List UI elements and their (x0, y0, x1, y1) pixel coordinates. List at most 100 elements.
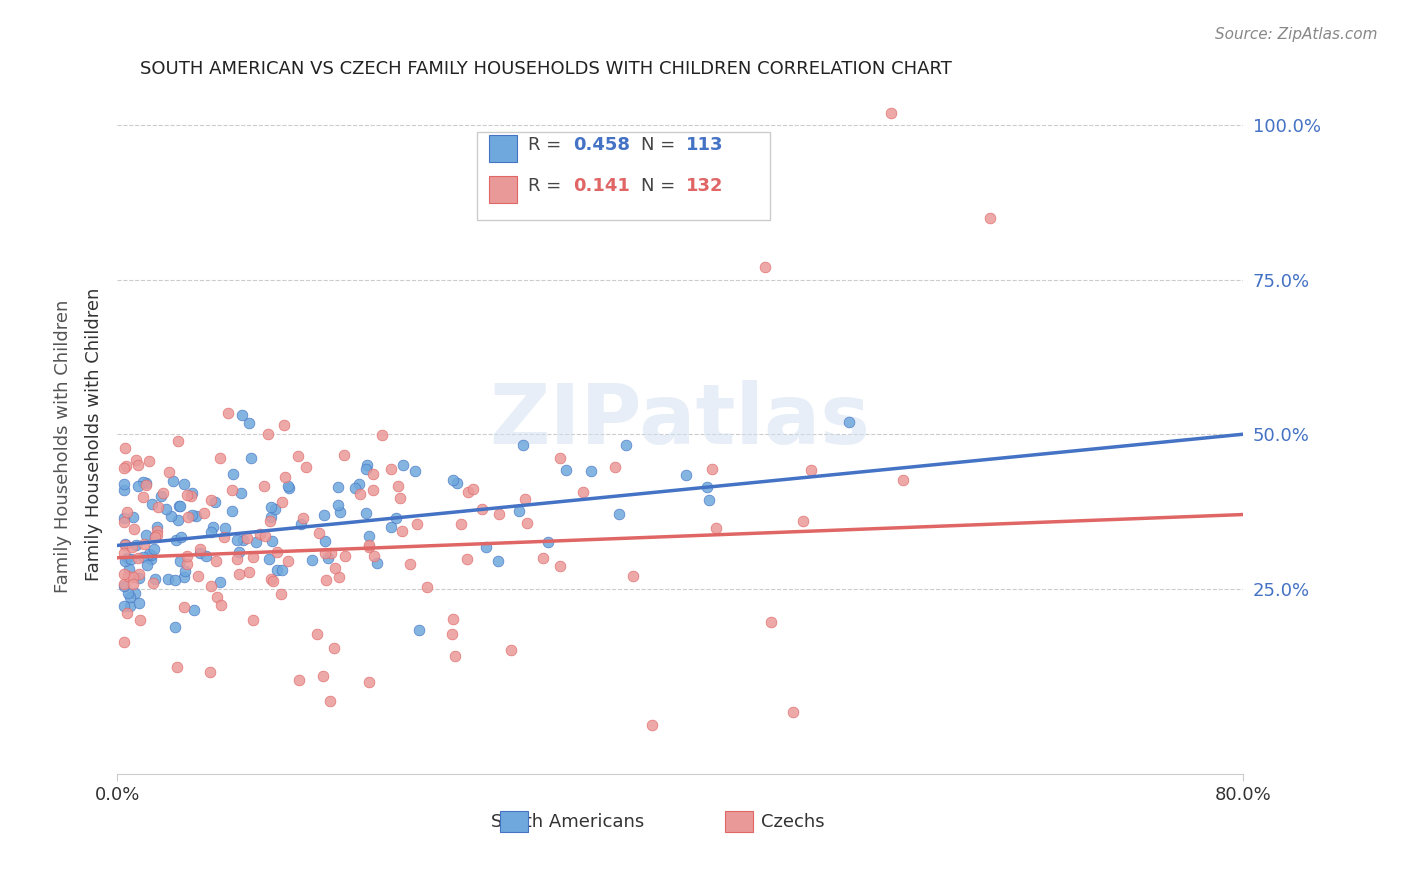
South Americans (181, 485, 204, 500)
South Americans (554, 463, 576, 477)
Czechs (359, 541, 381, 555)
South Americans (131, 475, 153, 490)
Czechs (146, 528, 169, 542)
South Americans (167, 499, 190, 513)
Czechs (209, 598, 232, 612)
Czechs (572, 485, 595, 500)
Czechs (288, 673, 311, 687)
South Americans (316, 551, 339, 566)
Czechs (319, 694, 342, 708)
Czechs (176, 557, 198, 571)
South Americans (195, 549, 218, 564)
Czechs (121, 577, 143, 591)
South Americans (167, 513, 190, 527)
Text: 113: 113 (686, 136, 723, 154)
Czechs (166, 660, 188, 674)
Czechs (121, 569, 143, 583)
Czechs (176, 488, 198, 502)
South Americans (170, 530, 193, 544)
Czechs (361, 467, 384, 481)
Text: 0.141: 0.141 (574, 178, 630, 195)
South Americans (143, 541, 166, 556)
South Americans (186, 508, 208, 523)
Czechs (277, 554, 299, 568)
Text: SOUTH AMERICAN VS CZECH FAMILY HOUSEHOLDS WITH CHILDREN CORRELATION CHART: SOUTH AMERICAN VS CZECH FAMILY HOUSEHOLD… (139, 60, 952, 78)
Czechs (198, 665, 221, 680)
South Americans (146, 519, 169, 533)
Czechs (262, 574, 284, 589)
South Americans (486, 554, 509, 568)
South Americans (441, 474, 464, 488)
South Americans (120, 590, 142, 604)
South Americans (120, 599, 142, 614)
Czechs (314, 546, 336, 560)
Czechs (488, 507, 510, 521)
South Americans (188, 546, 211, 560)
South Americans (143, 530, 166, 544)
South Americans (141, 497, 163, 511)
South Americans (228, 545, 250, 559)
Czechs (700, 462, 723, 476)
South Americans (231, 408, 253, 422)
Czechs (146, 524, 169, 538)
Czechs (380, 462, 402, 476)
Czechs (391, 524, 413, 538)
South Americans (537, 535, 560, 549)
South Americans (135, 528, 157, 542)
Czechs (603, 460, 626, 475)
Czechs (132, 490, 155, 504)
Czechs (117, 569, 139, 583)
South Americans (380, 520, 402, 534)
Czechs (333, 449, 356, 463)
South Americans (262, 534, 284, 549)
Czechs (127, 550, 149, 565)
Czechs (880, 106, 903, 120)
South Americans (226, 533, 249, 547)
Czechs (135, 478, 157, 492)
South Americans (385, 511, 408, 525)
Czechs (456, 552, 478, 566)
Czechs (167, 434, 190, 448)
South Americans (366, 556, 388, 570)
South Americans (277, 481, 299, 495)
Czechs (323, 641, 346, 656)
South Americans (117, 550, 139, 565)
South Americans (221, 467, 243, 482)
Czechs (242, 550, 264, 565)
South Americans (208, 574, 231, 589)
South Americans (404, 464, 426, 478)
South Americans (231, 486, 253, 500)
Czechs (333, 549, 356, 563)
Czechs (209, 450, 232, 465)
South Americans (271, 563, 294, 577)
Czechs (127, 458, 149, 472)
South Americans (314, 533, 336, 548)
South Americans (112, 579, 135, 593)
Czechs (321, 545, 343, 559)
Y-axis label: Family Households with Children: Family Households with Children (86, 287, 103, 581)
South Americans (127, 479, 149, 493)
Czechs (112, 635, 135, 649)
South Americans (356, 458, 378, 472)
Czechs (405, 516, 427, 531)
South Americans (290, 516, 312, 531)
Czechs (143, 530, 166, 544)
Czechs (979, 211, 1001, 225)
South Americans (112, 483, 135, 497)
South Americans (169, 553, 191, 567)
Czechs (128, 613, 150, 627)
Czechs (177, 510, 200, 524)
Czechs (112, 567, 135, 582)
South Americans (260, 509, 283, 524)
Czechs (115, 606, 138, 620)
Czechs (226, 551, 249, 566)
South Americans (260, 500, 283, 514)
Czechs (444, 648, 467, 663)
Czechs (457, 484, 479, 499)
FancyBboxPatch shape (725, 812, 754, 831)
South Americans (446, 475, 468, 490)
Czechs (125, 453, 148, 467)
South Americans (125, 538, 148, 552)
South Americans (614, 438, 637, 452)
FancyBboxPatch shape (478, 132, 770, 220)
